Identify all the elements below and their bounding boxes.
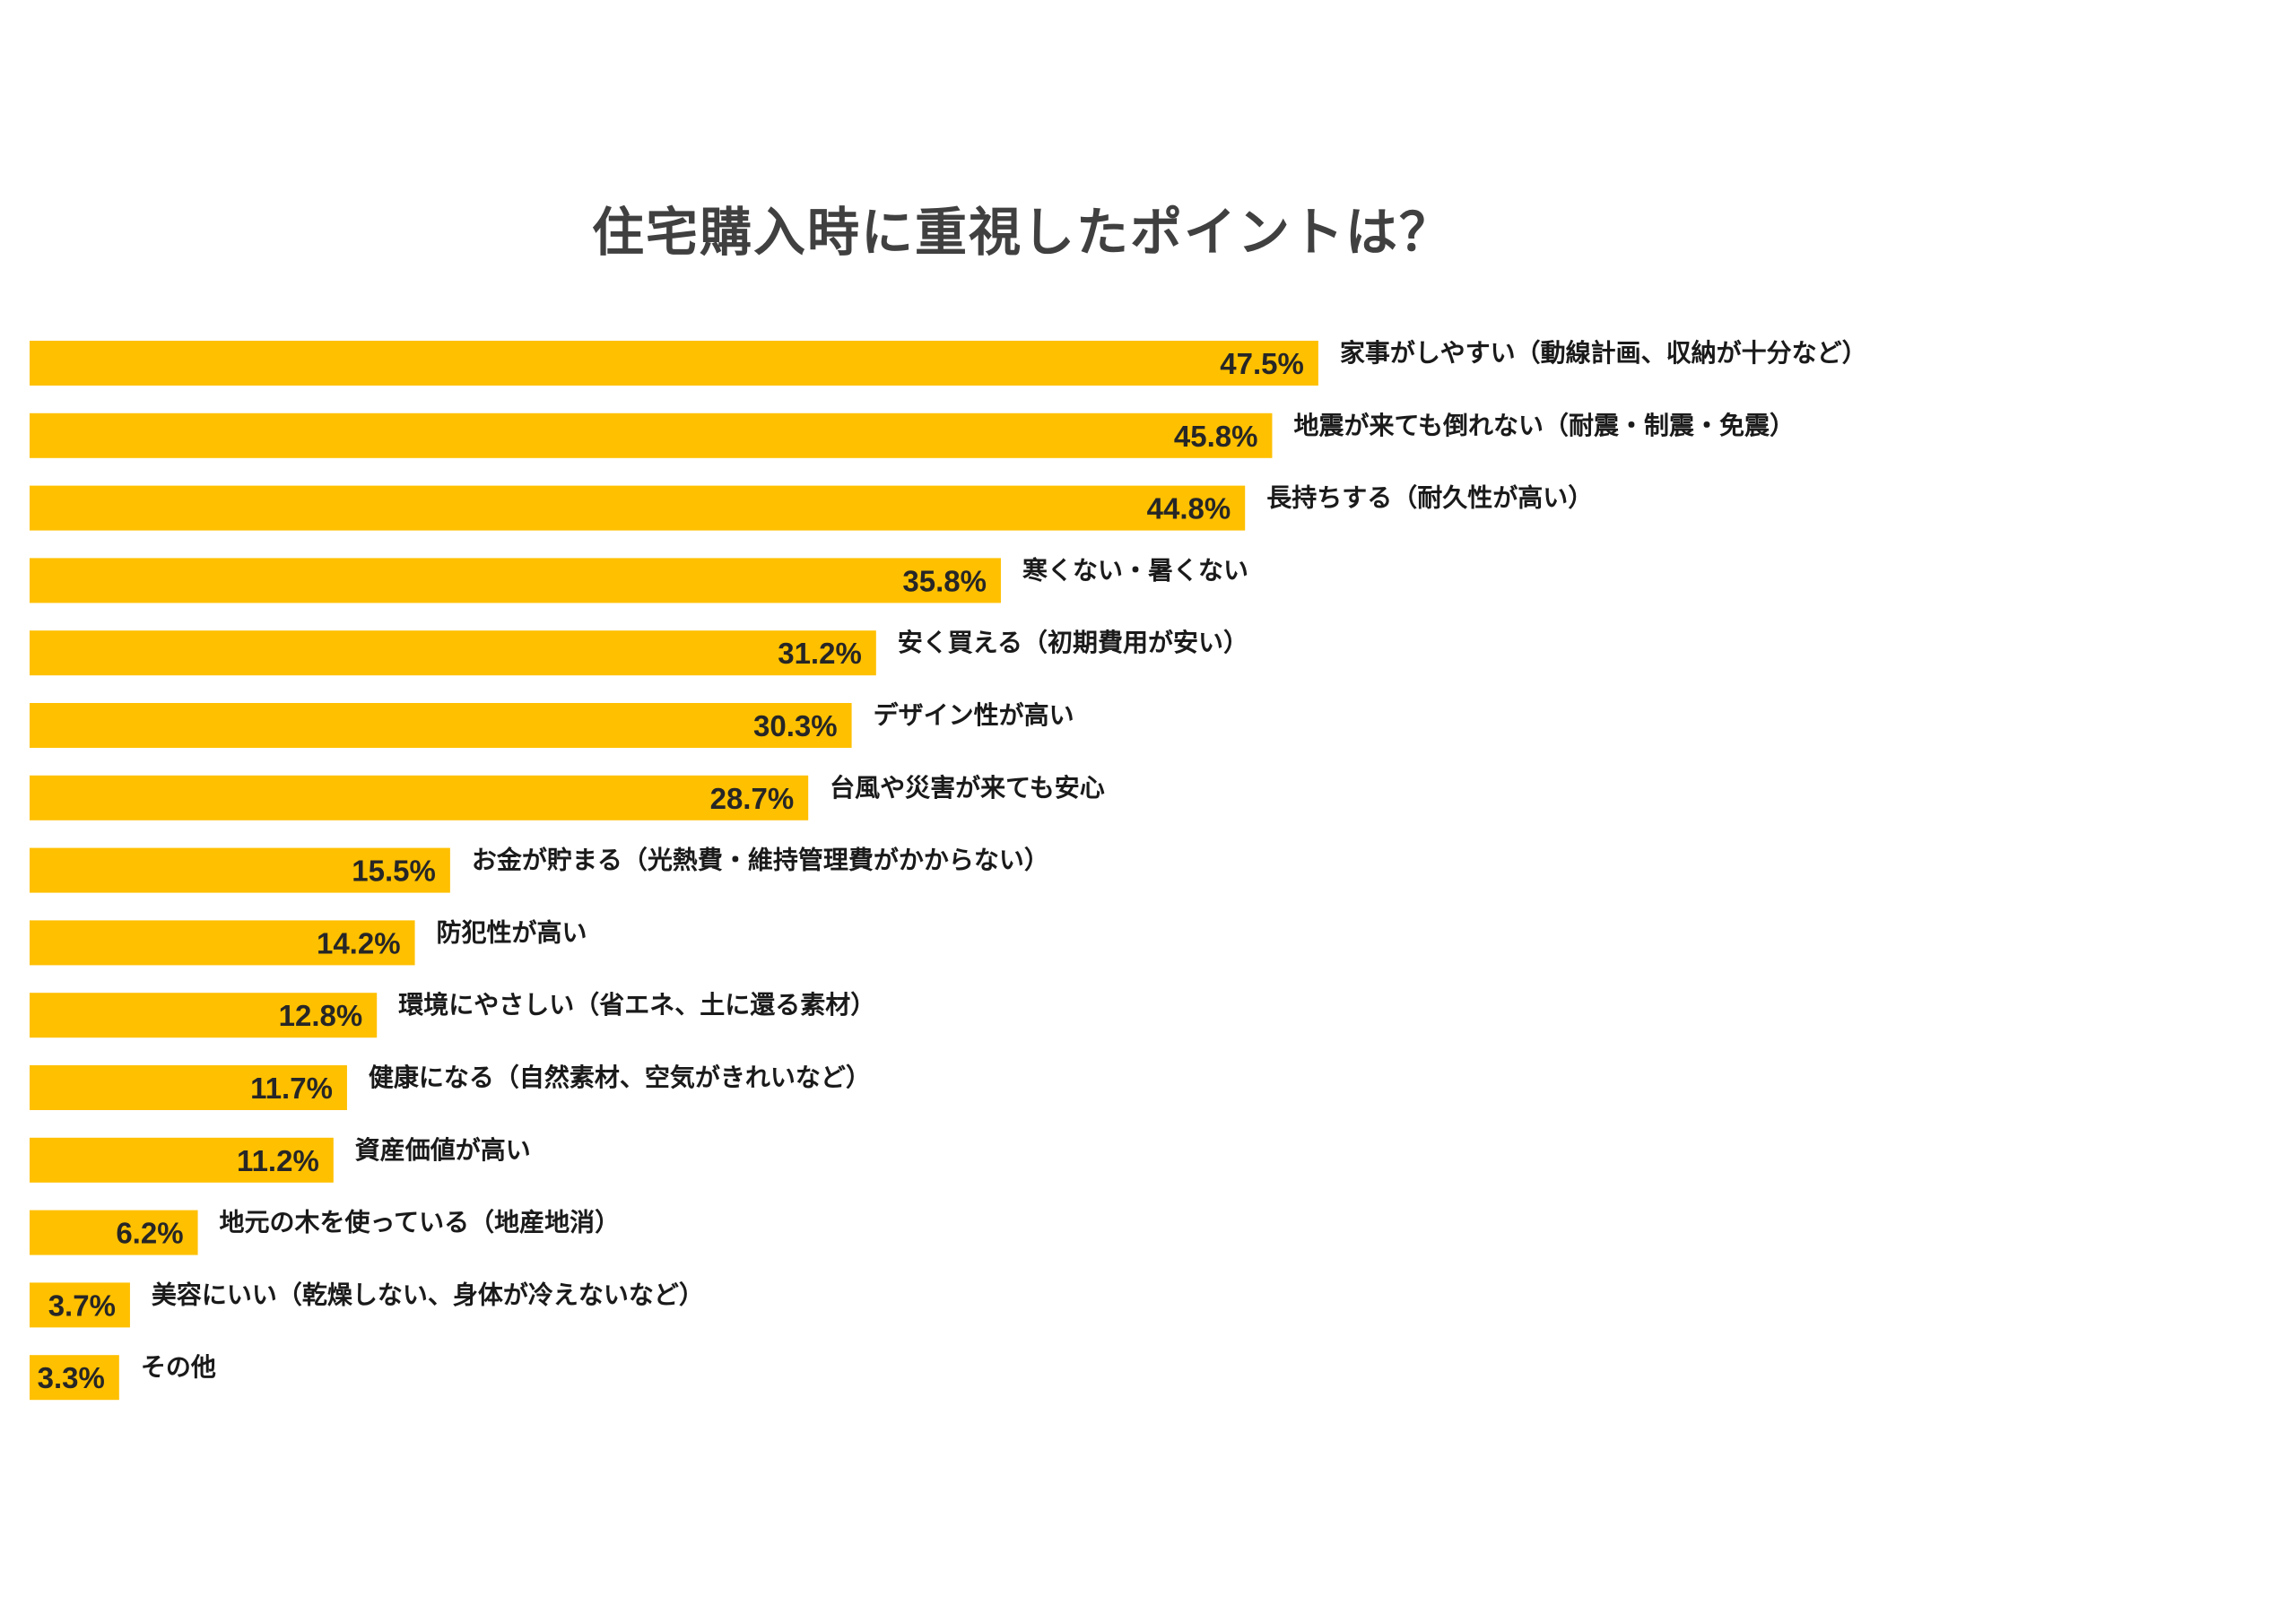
bar [30, 485, 1246, 531]
value-label: 47.5% [1220, 347, 1304, 380]
bar-row: 35.8% 寒くない・暑くない [30, 555, 1248, 603]
bar-row: 44.8% 長持ちする（耐久性が高い） [30, 483, 1593, 531]
bar-row: 12.8% 環境にやさしい（省エネ、土に還る素材） [30, 990, 875, 1038]
category-label: 台風や災害が来ても安心 [830, 773, 1105, 803]
value-label: 28.7% [710, 782, 795, 815]
value-label: 3.3% [38, 1361, 105, 1394]
value-label: 31.2% [778, 637, 862, 670]
bar-row: 3.7% 美容にいい（乾燥しない、身体が冷えないなど） [30, 1280, 704, 1328]
bar [30, 775, 809, 820]
bar [30, 1282, 130, 1328]
category-label: 寒くない・暑くない [1022, 555, 1248, 585]
category-label: 美容にいい（乾燥しない、身体が冷えないなど） [152, 1280, 704, 1309]
bar-row: 31.2% 安く買える（初期費用が安い） [30, 628, 1248, 676]
category-label: 地元の木を使っている（地産地消） [220, 1208, 621, 1237]
bar-row: 11.2% 資産価値が高い [30, 1135, 531, 1183]
bar-row: 28.7% 台風や災害が来ても安心 [30, 773, 1105, 820]
category-label: 防犯性が高い [437, 917, 587, 947]
bar [30, 341, 1318, 386]
bar [30, 1210, 198, 1255]
bar-row: 6.2% 地元の木を使っている（地産地消） [30, 1208, 620, 1255]
category-label: デザイン性が高い [874, 700, 1074, 730]
value-label: 45.8% [1174, 420, 1258, 453]
value-label: 35.8% [902, 564, 987, 597]
category-label: お金が貯まる（光熱費・維持管理費がかからない） [472, 846, 1049, 875]
bar-row: 15.5% お金が貯まる（光熱費・維持管理費がかからない） [30, 846, 1049, 893]
value-label: 3.7% [48, 1289, 116, 1322]
category-label: 健康になる（自然素材、空気がきれいなど） [369, 1063, 871, 1092]
bar-row: 11.7% 健康になる（自然素材、空気がきれいなど） [30, 1063, 871, 1110]
value-label: 12.8% [279, 999, 363, 1032]
chart-title: 住宅購入時に重視したポイントは？ [591, 202, 1453, 263]
bar [30, 920, 415, 966]
category-label: 資産価値が高い [355, 1135, 531, 1165]
bar [30, 847, 450, 893]
category-label: 地震が来ても倒れない（耐震・制震・免震） [1293, 411, 1795, 440]
value-label: 15.5% [352, 855, 436, 888]
category-label: 環境にやさしい（省エネ、土に還る素材） [398, 990, 875, 1020]
bar [30, 558, 1001, 603]
bar-row: 47.5% 家事がしやすい（動線計画、収納が十分など） [30, 338, 1867, 386]
bar [30, 1355, 119, 1401]
bar [30, 1137, 334, 1183]
bar [30, 630, 876, 676]
value-label: 11.7% [250, 1072, 333, 1105]
value-label: 44.8% [1147, 492, 1231, 525]
bar [30, 1065, 347, 1110]
value-label: 14.2% [317, 926, 401, 959]
category-label: 家事がしやすい（動線計画、収納が十分など） [1340, 338, 1867, 368]
bar [30, 412, 1273, 458]
category-label: その他 [141, 1352, 216, 1382]
bar [30, 703, 852, 748]
value-label: 11.2% [237, 1144, 319, 1177]
bar-row: 14.2% 防犯性が高い [30, 917, 587, 966]
bar [30, 993, 378, 1038]
value-label: 30.3% [753, 709, 838, 742]
bar-row: 30.3% デザイン性が高い [30, 700, 1074, 748]
category-label: 安く買える（初期費用が安い） [898, 628, 1248, 657]
bar-row: 45.8% 地震が来ても倒れない（耐震・制震・免震） [30, 411, 1795, 458]
value-label: 6.2% [116, 1217, 183, 1250]
category-label: 長持ちする（耐久性が高い） [1266, 483, 1593, 513]
bar-row: 3.3% その他 [30, 1352, 216, 1401]
